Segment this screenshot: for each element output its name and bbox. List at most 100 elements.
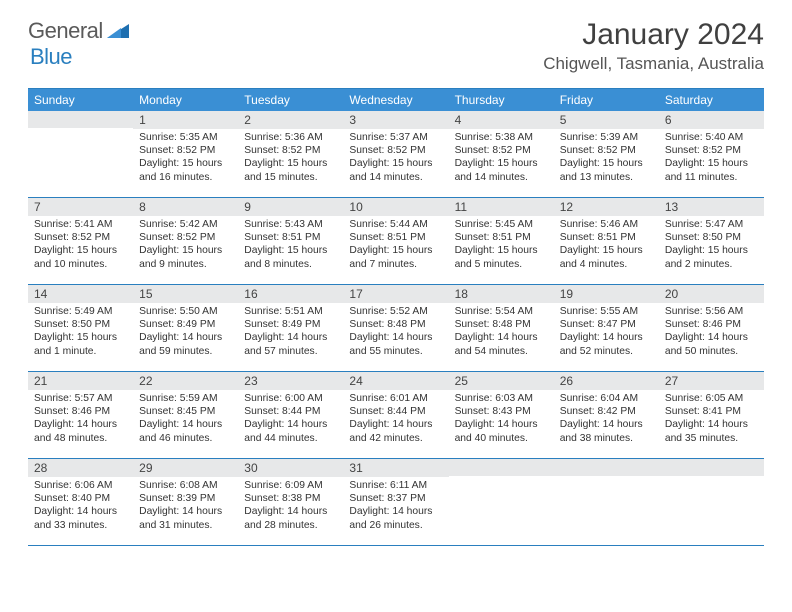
day-number: 15 bbox=[133, 285, 238, 303]
daylight-line: Daylight: 14 hours and 38 minutes. bbox=[560, 418, 653, 444]
dow-cell: Thursday bbox=[449, 89, 554, 111]
day-body: Sunrise: 5:55 AMSunset: 8:47 PMDaylight:… bbox=[554, 303, 659, 358]
day-cell: 13Sunrise: 5:47 AMSunset: 8:50 PMDayligh… bbox=[659, 198, 764, 284]
daylight-line: Daylight: 14 hours and 48 minutes. bbox=[34, 418, 127, 444]
header: General January 2024 Chigwell, Tasmania,… bbox=[0, 0, 792, 78]
day-cell: 21Sunrise: 5:57 AMSunset: 8:46 PMDayligh… bbox=[28, 372, 133, 458]
day-body: Sunrise: 6:05 AMSunset: 8:41 PMDaylight:… bbox=[659, 390, 764, 445]
day-body: Sunrise: 5:59 AMSunset: 8:45 PMDaylight:… bbox=[133, 390, 238, 445]
sunrise-line: Sunrise: 6:09 AM bbox=[244, 479, 337, 492]
sunset-line: Sunset: 8:47 PM bbox=[560, 318, 653, 331]
sunrise-line: Sunrise: 6:00 AM bbox=[244, 392, 337, 405]
day-number: 13 bbox=[659, 198, 764, 216]
day-cell: 20Sunrise: 5:56 AMSunset: 8:46 PMDayligh… bbox=[659, 285, 764, 371]
day-number: 9 bbox=[238, 198, 343, 216]
day-body: Sunrise: 5:45 AMSunset: 8:51 PMDaylight:… bbox=[449, 216, 554, 271]
day-cell bbox=[449, 459, 554, 545]
sunset-line: Sunset: 8:49 PM bbox=[244, 318, 337, 331]
sunset-line: Sunset: 8:42 PM bbox=[560, 405, 653, 418]
sunset-line: Sunset: 8:48 PM bbox=[455, 318, 548, 331]
brand-triangle-icon bbox=[107, 20, 129, 43]
day-cell: 11Sunrise: 5:45 AMSunset: 8:51 PMDayligh… bbox=[449, 198, 554, 284]
sunset-line: Sunset: 8:50 PM bbox=[665, 231, 758, 244]
dow-cell: Friday bbox=[554, 89, 659, 111]
sunset-line: Sunset: 8:52 PM bbox=[455, 144, 548, 157]
daylight-line: Daylight: 15 hours and 15 minutes. bbox=[244, 157, 337, 183]
day-number: 1 bbox=[133, 111, 238, 129]
day-cell: 9Sunrise: 5:43 AMSunset: 8:51 PMDaylight… bbox=[238, 198, 343, 284]
location: Chigwell, Tasmania, Australia bbox=[543, 54, 764, 74]
sunset-line: Sunset: 8:45 PM bbox=[139, 405, 232, 418]
day-body: Sunrise: 5:37 AMSunset: 8:52 PMDaylight:… bbox=[343, 129, 448, 184]
daylight-line: Daylight: 14 hours and 59 minutes. bbox=[139, 331, 232, 357]
sunset-line: Sunset: 8:38 PM bbox=[244, 492, 337, 505]
day-number: 25 bbox=[449, 372, 554, 390]
day-cell: 28Sunrise: 6:06 AMSunset: 8:40 PMDayligh… bbox=[28, 459, 133, 545]
sunrise-line: Sunrise: 5:36 AM bbox=[244, 131, 337, 144]
day-cell: 15Sunrise: 5:50 AMSunset: 8:49 PMDayligh… bbox=[133, 285, 238, 371]
day-number: 31 bbox=[343, 459, 448, 477]
day-cell: 31Sunrise: 6:11 AMSunset: 8:37 PMDayligh… bbox=[343, 459, 448, 545]
day-cell: 12Sunrise: 5:46 AMSunset: 8:51 PMDayligh… bbox=[554, 198, 659, 284]
sunrise-line: Sunrise: 6:01 AM bbox=[349, 392, 442, 405]
day-body: Sunrise: 5:57 AMSunset: 8:46 PMDaylight:… bbox=[28, 390, 133, 445]
sunrise-line: Sunrise: 5:42 AM bbox=[139, 218, 232, 231]
sunset-line: Sunset: 8:52 PM bbox=[349, 144, 442, 157]
sunrise-line: Sunrise: 6:06 AM bbox=[34, 479, 127, 492]
sunrise-line: Sunrise: 5:54 AM bbox=[455, 305, 548, 318]
daylight-line: Daylight: 15 hours and 1 minute. bbox=[34, 331, 127, 357]
daylight-line: Daylight: 14 hours and 55 minutes. bbox=[349, 331, 442, 357]
sunrise-line: Sunrise: 6:11 AM bbox=[349, 479, 442, 492]
sunrise-line: Sunrise: 5:57 AM bbox=[34, 392, 127, 405]
day-cell: 3Sunrise: 5:37 AMSunset: 8:52 PMDaylight… bbox=[343, 111, 448, 197]
sunset-line: Sunset: 8:44 PM bbox=[244, 405, 337, 418]
sunset-line: Sunset: 8:51 PM bbox=[560, 231, 653, 244]
sunset-line: Sunset: 8:51 PM bbox=[244, 231, 337, 244]
day-cell: 5Sunrise: 5:39 AMSunset: 8:52 PMDaylight… bbox=[554, 111, 659, 197]
day-body: Sunrise: 6:03 AMSunset: 8:43 PMDaylight:… bbox=[449, 390, 554, 445]
day-body: Sunrise: 5:51 AMSunset: 8:49 PMDaylight:… bbox=[238, 303, 343, 358]
day-body: Sunrise: 5:49 AMSunset: 8:50 PMDaylight:… bbox=[28, 303, 133, 358]
sunrise-line: Sunrise: 5:40 AM bbox=[665, 131, 758, 144]
day-cell: 8Sunrise: 5:42 AMSunset: 8:52 PMDaylight… bbox=[133, 198, 238, 284]
sunset-line: Sunset: 8:44 PM bbox=[349, 405, 442, 418]
day-number: 20 bbox=[659, 285, 764, 303]
daylight-line: Daylight: 14 hours and 35 minutes. bbox=[665, 418, 758, 444]
week-row: 28 Sunrise: 6:06 AMSunset: 8:40 PM Dayligh… bbox=[28, 459, 764, 546]
sunrise-line: Sunrise: 6:08 AM bbox=[139, 479, 232, 492]
sunrise-line: Sunrise: 5:35 AM bbox=[139, 131, 232, 144]
day-body: Sunrise: 5:39 AMSunset: 8:52 PMDaylight:… bbox=[554, 129, 659, 184]
day-body: Sunrise: 5:43 AMSunset: 8:51 PMDaylight:… bbox=[238, 216, 343, 271]
day-body: Sunrise: 5:42 AMSunset: 8:52 PMDaylight:… bbox=[133, 216, 238, 271]
day-cell bbox=[659, 459, 764, 545]
day-cell: 17Sunrise: 5:52 AMSunset: 8:48 PMDayligh… bbox=[343, 285, 448, 371]
calendar: SundayMondayTuesdayWednesdayThursdayFrid… bbox=[28, 88, 764, 546]
daylight-line: Daylight: 14 hours and 28 minutes. bbox=[244, 505, 337, 531]
day-number bbox=[554, 459, 659, 476]
day-number: 27 bbox=[659, 372, 764, 390]
sunrise-line: Sunrise: 5:39 AM bbox=[560, 131, 653, 144]
day-number: 28 bbox=[28, 459, 133, 477]
day-body: Sunrise: 5:35 AMSunset: 8:52 PMDaylight:… bbox=[133, 129, 238, 184]
weeks-container: 1Sunrise: 5:35 AMSunset: 8:52 PMDaylight… bbox=[28, 111, 764, 546]
day-body: Sunrise: 6:01 AMSunset: 8:44 PMDaylight:… bbox=[343, 390, 448, 445]
week-row: 7Sunrise: 5:41 AMSunset: 8:52 PMDaylight… bbox=[28, 198, 764, 285]
sunset-line: Sunset: 8:51 PM bbox=[349, 231, 442, 244]
day-number: 16 bbox=[238, 285, 343, 303]
sunset-line: Sunset: 8:40 PM bbox=[34, 492, 127, 505]
day-number: 22 bbox=[133, 372, 238, 390]
day-cell: 19Sunrise: 5:55 AMSunset: 8:47 PMDayligh… bbox=[554, 285, 659, 371]
sunset-line: Sunset: 8:51 PM bbox=[455, 231, 548, 244]
daylight-line: Daylight: 15 hours and 9 minutes. bbox=[139, 244, 232, 270]
month-title: January 2024 bbox=[543, 18, 764, 52]
day-cell: 27Sunrise: 6:05 AMSunset: 8:41 PMDayligh… bbox=[659, 372, 764, 458]
sunrise-line: Sunrise: 5:37 AM bbox=[349, 131, 442, 144]
day-body: Sunrise: 6:11 AMSunset: 8:37 PMDaylight:… bbox=[343, 477, 448, 532]
day-body: Sunrise: 5:41 AMSunset: 8:52 PMDaylight:… bbox=[28, 216, 133, 271]
day-cell: 10Sunrise: 5:44 AMSunset: 8:51 PMDayligh… bbox=[343, 198, 448, 284]
day-cell bbox=[28, 111, 133, 197]
sunset-line: Sunset: 8:52 PM bbox=[244, 144, 337, 157]
daylight-line: Daylight: 14 hours and 57 minutes. bbox=[244, 331, 337, 357]
brand-part2-wrap: Blue bbox=[30, 44, 72, 70]
day-number: 26 bbox=[554, 372, 659, 390]
